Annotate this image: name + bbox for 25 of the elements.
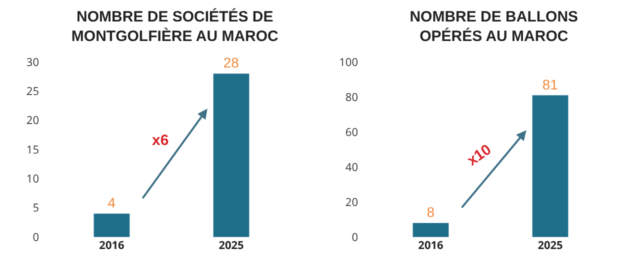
y-tick-label: 5: [32, 200, 39, 216]
x-tick-label: 2016: [418, 238, 444, 253]
y-tick-label: 80: [345, 90, 358, 105]
y-tick-label: 0: [352, 230, 358, 245]
y-tick-label: 40: [345, 160, 358, 175]
y-tick-label: 10: [26, 172, 39, 187]
y-tick-label: 20: [345, 194, 358, 210]
data-label: 28: [223, 54, 240, 71]
x-tick-label: 2025: [218, 238, 244, 253]
chart-title: NOMBRE DE SOCIÉTÉS DE MONTGOLFIÈRE AU MAROC: [71, 7, 279, 45]
annotation: x10: [464, 141, 494, 170]
x-tick-label: 2016: [99, 238, 124, 253]
data-label: 4: [108, 194, 116, 211]
data-label: 81: [542, 76, 558, 92]
y-tick-label: 60: [345, 124, 358, 140]
y-tick-label: 30: [26, 54, 39, 70]
y-tick-label: 100: [339, 54, 358, 70]
data-label: 8: [426, 204, 435, 220]
y-tick-label: 15: [26, 142, 39, 158]
y-tick-label: 0: [32, 230, 39, 245]
chart-title: NOMBRE DE BALLONS OPÉRÉS AU MAROC: [410, 8, 578, 45]
y-tick-label: 20: [26, 113, 39, 128]
y-tick-label: 25: [26, 84, 39, 100]
annotation: x6: [152, 132, 169, 149]
x-tick-label: 2025: [538, 238, 563, 253]
